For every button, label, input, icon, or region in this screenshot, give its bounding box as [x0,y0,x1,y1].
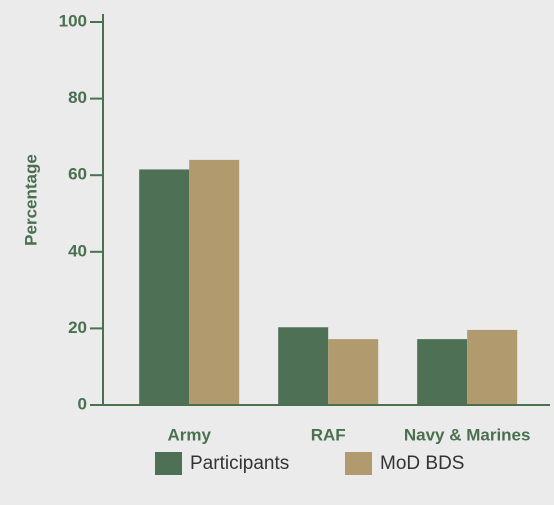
y-tick-label: 0 [78,394,87,413]
y-tick-label: 20 [68,318,87,337]
x-tick-label: Army [167,425,211,444]
y-tick-label: 100 [59,11,87,30]
bar [139,169,190,405]
y-axis-label: Percentage [21,154,40,246]
y-tick-label: 60 [68,165,87,184]
x-tick-label: RAF [311,425,346,444]
bar [278,327,329,405]
legend-swatch [155,452,182,475]
legend-label: Participants [190,453,289,474]
bar [417,339,468,405]
y-tick-label: 40 [68,241,87,260]
x-tick-label: Navy & Marines [404,425,531,444]
y-tick-label: 80 [68,88,87,107]
bar [467,329,518,405]
bar [189,159,240,405]
legend-label: MoD BDS [380,453,464,474]
legend-swatch [345,452,372,475]
bar [328,339,379,405]
